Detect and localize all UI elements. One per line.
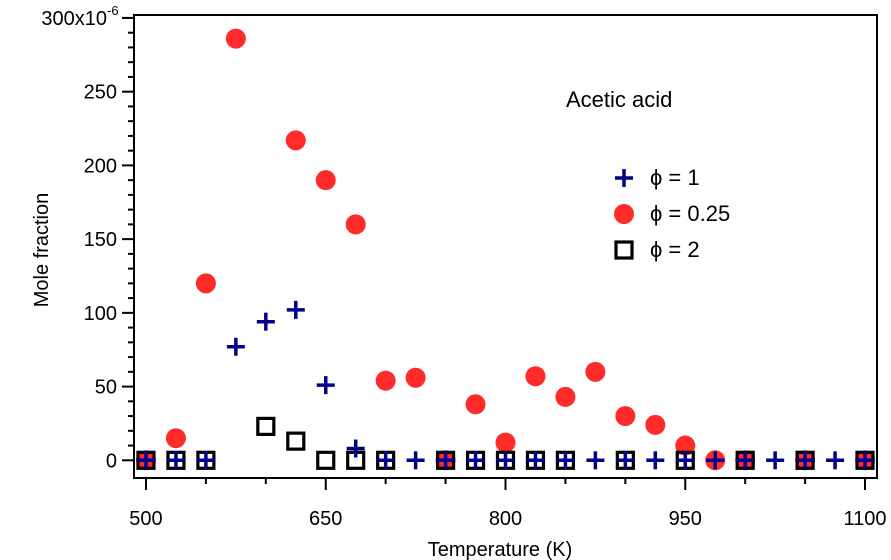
- data-point-circle: [405, 367, 426, 388]
- axis-ticks: 500 650 800 950 1100 0 50 100 150 200 250 300x10 -6: [41, 3, 886, 530]
- data-point-circle: [165, 428, 186, 449]
- data-point-circle: [555, 386, 576, 407]
- x-tick-label: 1100: [844, 508, 887, 530]
- data-point-plus: [826, 451, 845, 470]
- x-tick-label: 650: [309, 508, 342, 530]
- data-point-circle: [345, 214, 366, 235]
- data-point-plus: [286, 300, 305, 319]
- data-point-plus: [616, 451, 635, 470]
- legend-marker: [614, 204, 634, 224]
- data-point-square: [256, 416, 276, 436]
- y-tick-label: 50: [95, 377, 117, 399]
- legend-marker: [615, 169, 633, 187]
- data-point-plus: [706, 451, 725, 470]
- data-point-circle: [285, 130, 306, 151]
- data-point-plus: [676, 451, 695, 470]
- legend-label-phi-1: ϕ = 1: [650, 165, 700, 190]
- data-point-circle: [585, 361, 606, 382]
- y-axis-label: Mole fraction: [31, 193, 53, 308]
- data-point-plus: [136, 451, 155, 470]
- data-point-circle: [465, 394, 486, 415]
- x-axis-label: Temperature (K): [428, 539, 573, 560]
- y-tick-label: 250: [84, 82, 117, 104]
- data-point-plus: [196, 451, 215, 470]
- x-tick-label: 800: [489, 508, 522, 530]
- legend-symbol-phi-0.25: [614, 204, 634, 224]
- data-point-plus: [526, 451, 545, 470]
- data-point-circle: [495, 432, 516, 453]
- y-tick-label: 200: [84, 155, 117, 177]
- data-point-circle: [615, 406, 636, 427]
- data-point-circle: [675, 435, 696, 456]
- y-tick-label: 0: [106, 450, 117, 472]
- data-point-plus: [316, 376, 335, 395]
- y-tick-label: 300x10: [41, 8, 107, 30]
- data-point-plus: [796, 451, 815, 470]
- legend: ϕ = 1 ϕ = 0.25 ϕ = 2: [614, 165, 730, 262]
- data-point-plus: [766, 451, 785, 470]
- data-point-square: [286, 431, 306, 451]
- data-point-circle: [315, 170, 336, 191]
- legend-marker: [614, 240, 634, 260]
- data-point-circle: [375, 370, 396, 391]
- data-point-circle: [525, 366, 546, 387]
- data-point-plus: [256, 312, 275, 331]
- series-plus: [136, 300, 875, 470]
- data-point-plus: [436, 451, 455, 470]
- data-point-plus: [406, 451, 425, 470]
- data-point-plus: [736, 451, 755, 470]
- data-point-plus: [226, 337, 245, 356]
- data-marks: [135, 28, 876, 471]
- data-point-plus: [346, 439, 365, 458]
- legend-label-phi-2: ϕ = 2: [650, 237, 700, 262]
- x-tick-label: 500: [129, 508, 162, 530]
- y-tick-label: 150: [84, 229, 117, 251]
- data-point-square: [316, 450, 336, 470]
- data-point-plus: [856, 451, 875, 470]
- legend-label-phi-0.25: ϕ = 0.25: [650, 201, 730, 226]
- data-point-circle: [195, 273, 216, 294]
- legend-symbol-phi-1: [615, 169, 633, 187]
- data-point-circle: [645, 414, 666, 435]
- data-point-plus: [586, 451, 605, 470]
- legend-symbol-phi-2: [614, 240, 634, 260]
- series-circle: [135, 28, 876, 471]
- x-tick-label: 950: [669, 508, 702, 530]
- data-point-plus: [166, 451, 185, 470]
- annotation-label: Acetic acid: [566, 87, 672, 112]
- data-point-plus: [466, 451, 485, 470]
- y-tick-label: 100: [84, 303, 117, 325]
- y-tick-exponent: -6: [107, 3, 119, 18]
- data-point-plus: [556, 451, 575, 470]
- data-point-plus: [646, 451, 665, 470]
- data-point-plus: [496, 451, 515, 470]
- plot-frame: [133, 14, 878, 479]
- data-point-circle: [225, 28, 246, 49]
- data-point-plus: [376, 451, 395, 470]
